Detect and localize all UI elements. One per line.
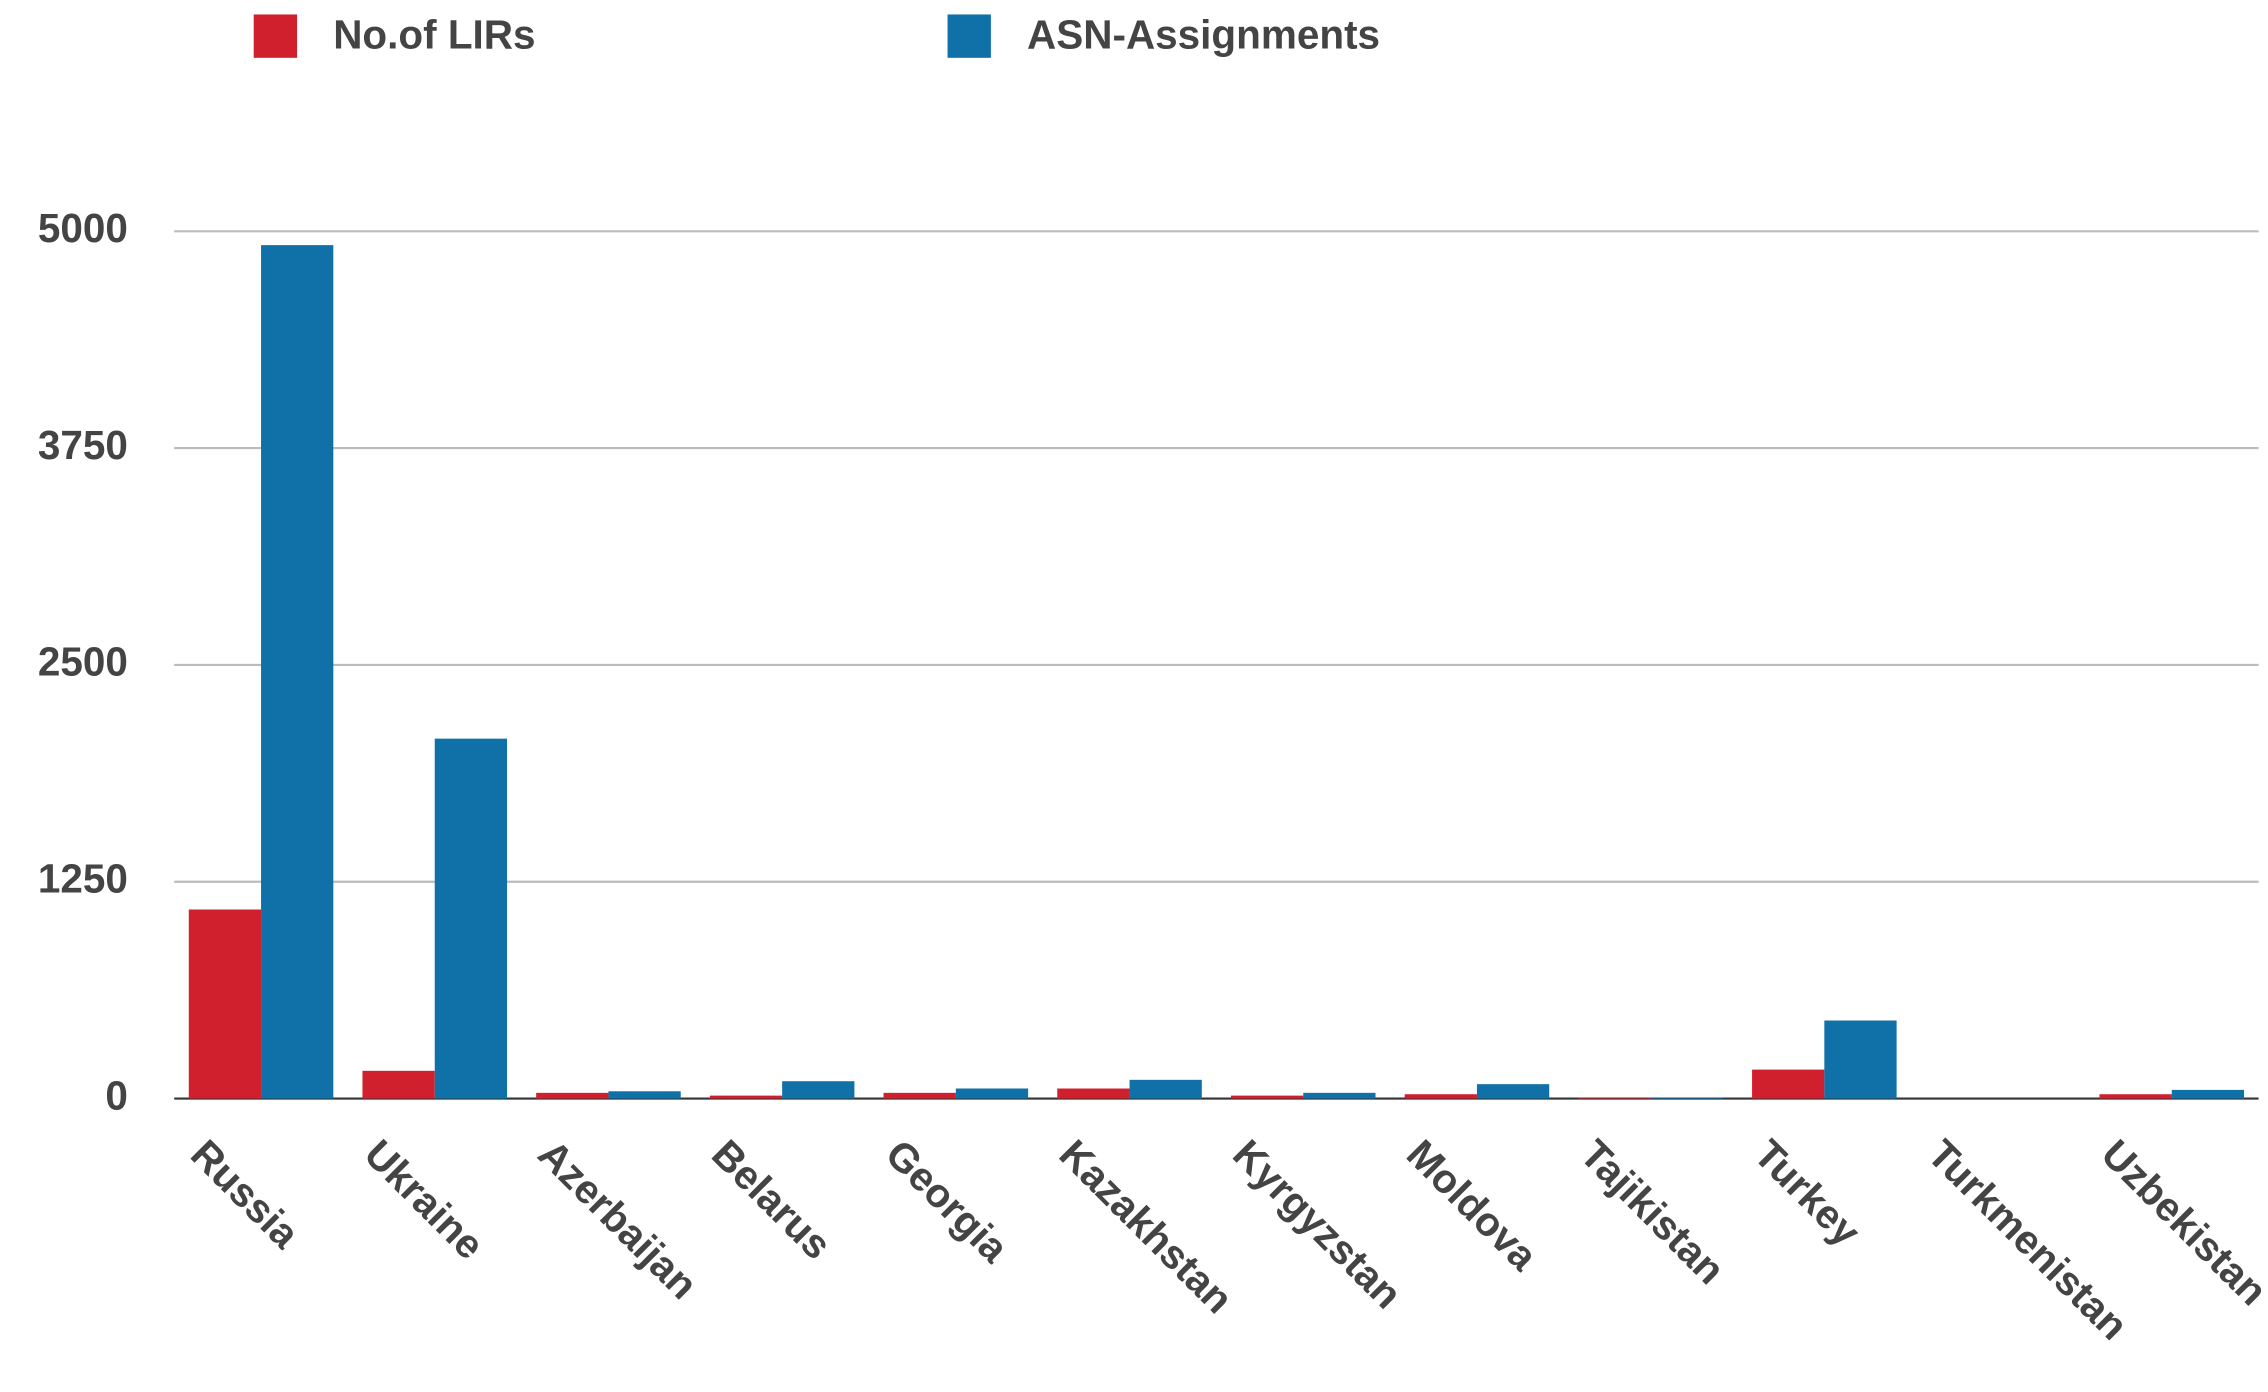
bar: [955, 1088, 1029, 1099]
x-tick-label: Turkey: [1745, 1131, 1870, 1256]
bar: [1404, 1094, 1477, 1099]
bar: [709, 1095, 783, 1099]
bar: [1129, 1079, 1202, 1099]
bar: [1824, 1020, 1897, 1099]
bar: [362, 1070, 435, 1099]
bar: [883, 1092, 956, 1099]
bar: [1752, 1069, 1825, 1099]
bar: [1650, 1097, 1723, 1099]
bar: [2171, 1089, 2245, 1099]
legend-swatch: [947, 14, 991, 58]
legend-label: No.of LIRs: [333, 11, 535, 57]
y-tick-label: 1250: [38, 855, 128, 901]
bar: [608, 1091, 681, 1099]
bar: [782, 1081, 855, 1099]
y-tick-label: 3750: [38, 422, 128, 468]
bar: [1303, 1092, 1376, 1099]
bar: [188, 909, 262, 1099]
y-tick-label: 0: [105, 1072, 128, 1118]
bar: [1230, 1095, 1304, 1099]
bar: [434, 738, 508, 1099]
bar: [1476, 1084, 1550, 1099]
legend-swatch: [253, 14, 298, 58]
x-tick-label: Georgia: [877, 1131, 1018, 1272]
bar: [1578, 1097, 1651, 1099]
x-tick-label: Russia: [182, 1131, 309, 1258]
x-tick-label: Moldova: [1398, 1131, 1547, 1280]
x-tick-label: Tajikistan: [1572, 1131, 1734, 1293]
bar: [261, 245, 334, 1099]
bar: [536, 1092, 609, 1099]
x-tick-label: Uzbekistan: [2093, 1131, 2268, 1315]
y-tick-label: 2500: [38, 639, 128, 685]
bar: [1057, 1088, 1130, 1099]
legend-label: ASN-Assignments: [1027, 11, 1380, 57]
x-tick-label: Azerbaijan: [529, 1131, 706, 1308]
x-tick-label: Ukraine: [356, 1131, 494, 1269]
x-tick-label: Kyrgyzstan: [1224, 1131, 1411, 1318]
x-tick-label: Kazakhstan: [1051, 1131, 1243, 1323]
x-tick-label: Belarus: [703, 1131, 841, 1269]
bar: [2099, 1094, 2172, 1099]
y-tick-label: 5000: [38, 205, 128, 251]
